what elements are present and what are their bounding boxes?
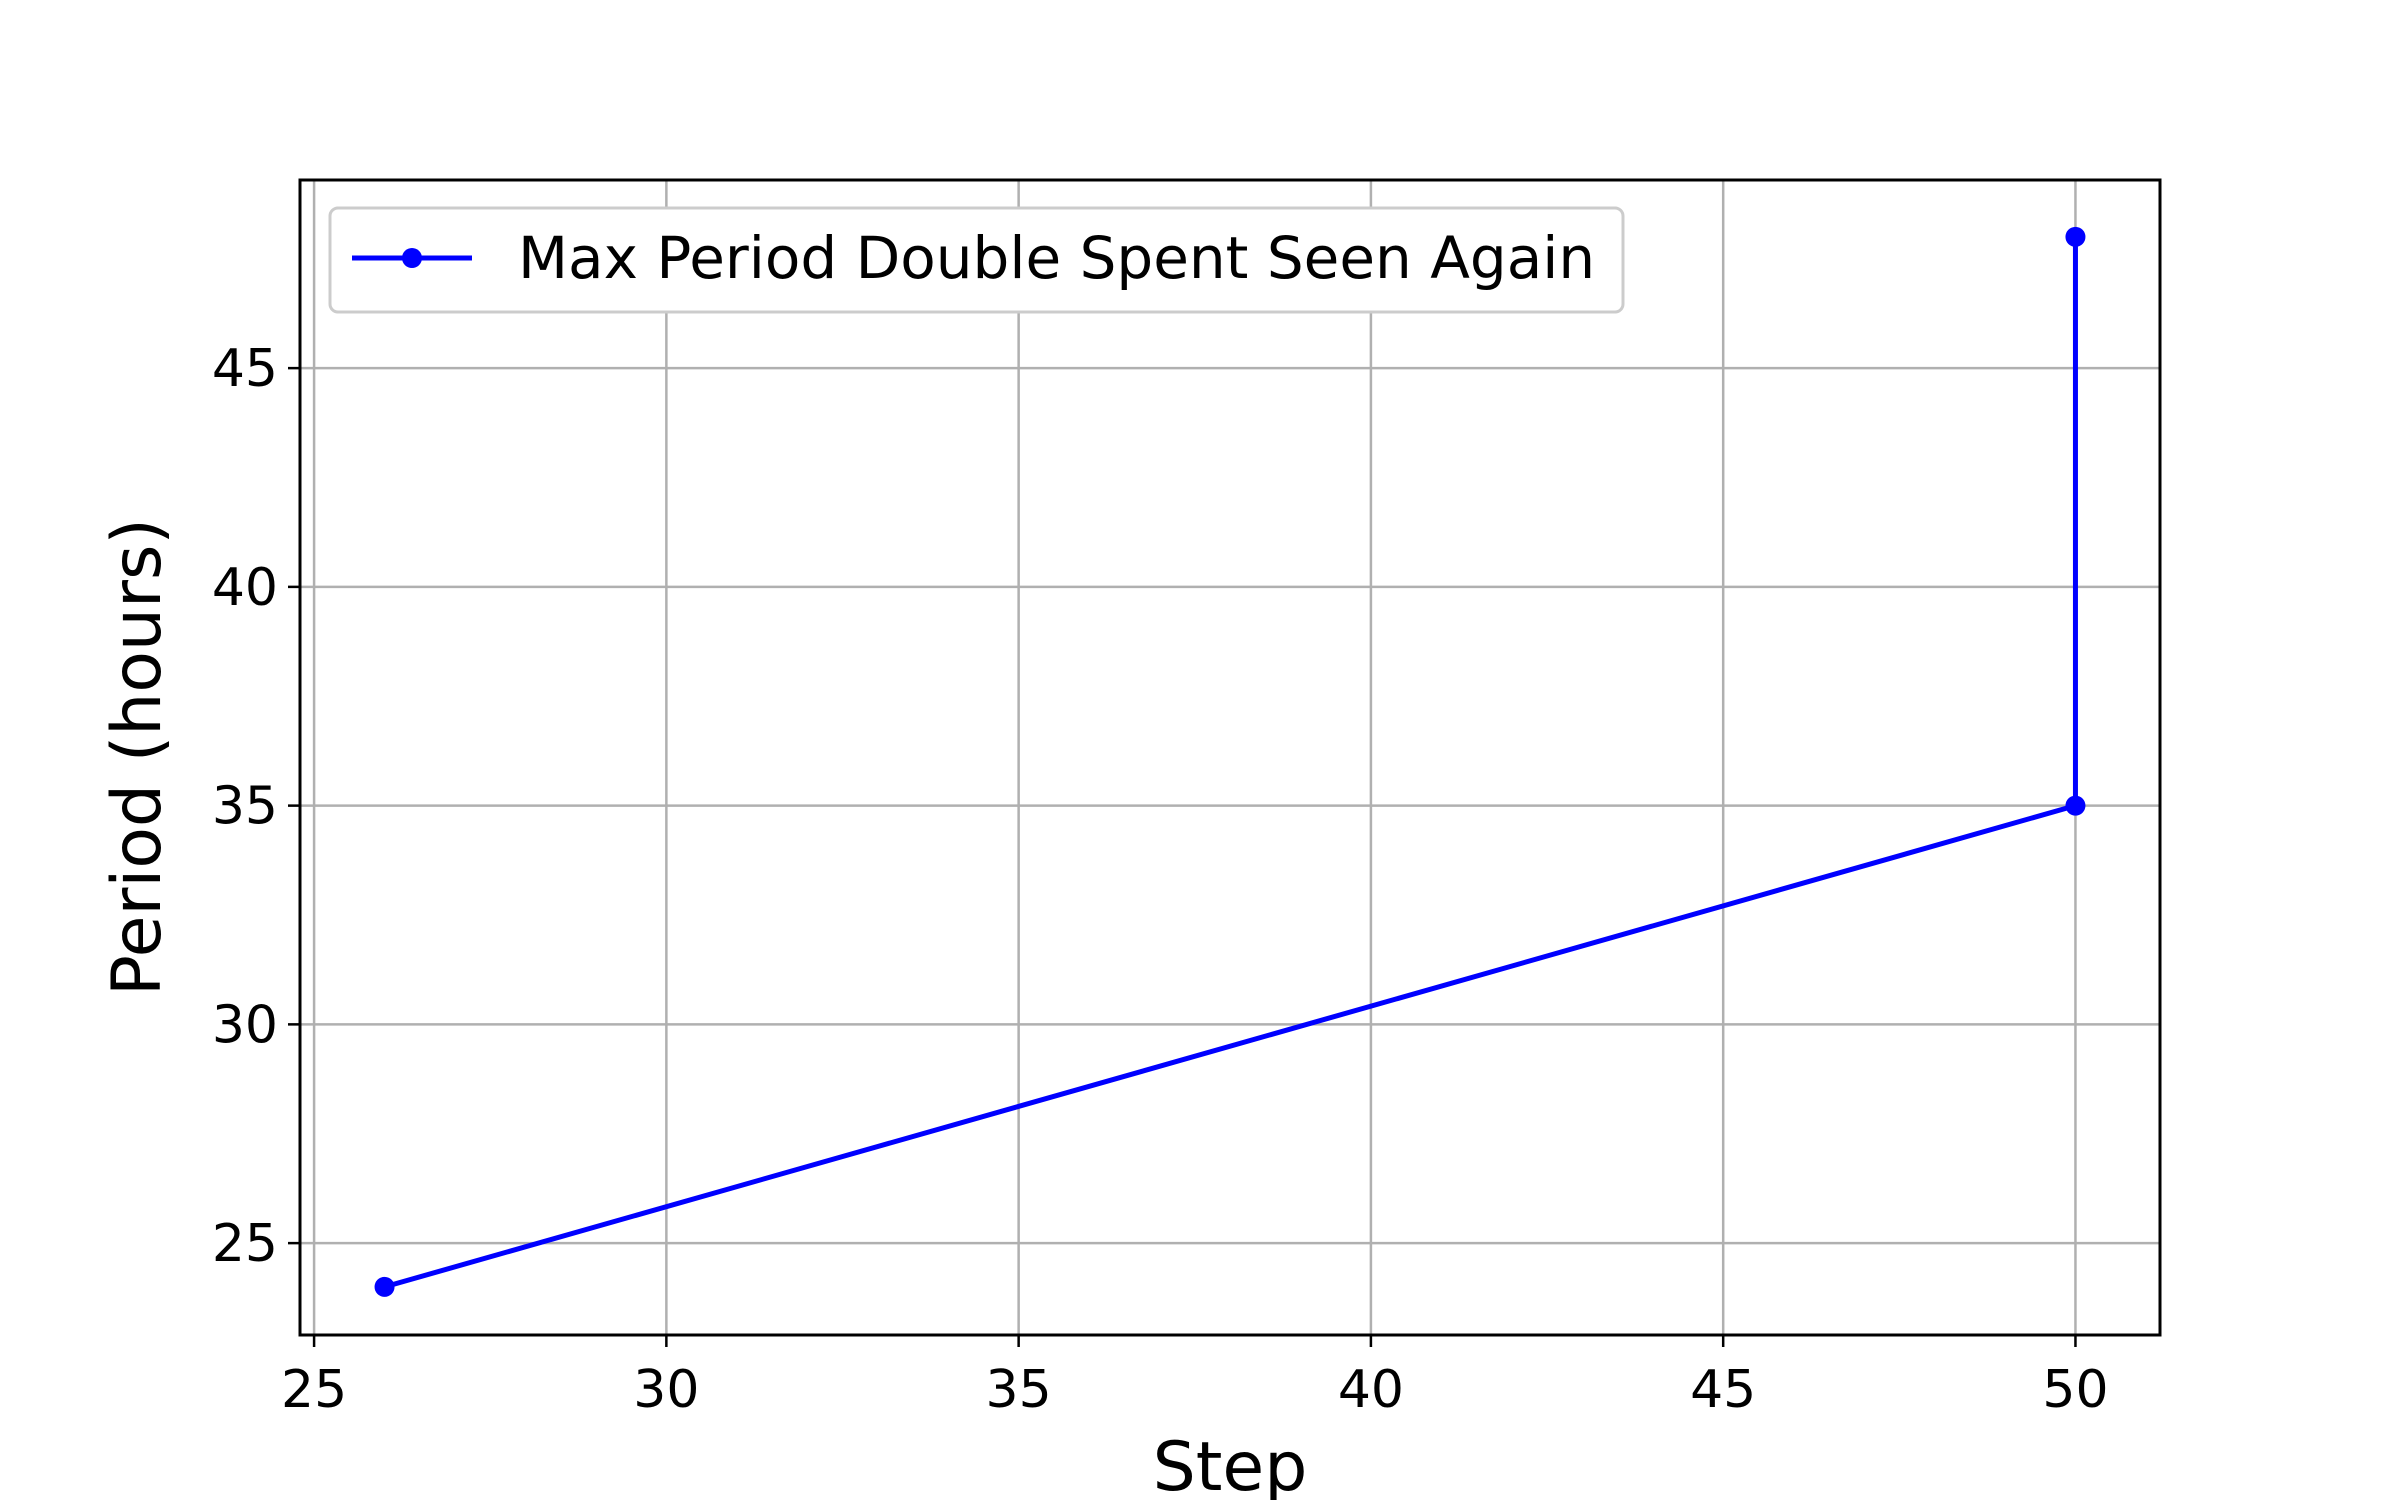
y-tick-label: 25 xyxy=(212,1214,278,1274)
x-tick-label: 25 xyxy=(281,1360,347,1420)
ticks: 25 30 35 40 45 50 25 30 35 40 45 xyxy=(212,339,2109,1420)
x-tick-label: 40 xyxy=(1338,1360,1404,1420)
legend-label: Max Period Double Spent Seen Again xyxy=(518,224,1595,292)
x-tick-label: 45 xyxy=(1690,1360,1756,1420)
series-layer xyxy=(374,226,2086,1297)
data-point xyxy=(374,1276,395,1297)
x-tick-label: 35 xyxy=(986,1360,1052,1420)
plot-frame xyxy=(298,178,2162,1337)
x-axis-label: Step xyxy=(1153,1428,1308,1500)
y-axis-label: Period (hours) xyxy=(98,518,177,996)
y-tick-label: 30 xyxy=(212,995,278,1055)
legend-marker xyxy=(402,248,422,268)
x-tick-label: 30 xyxy=(633,1360,699,1420)
y-tick-label: 45 xyxy=(212,339,278,399)
legend: Max Period Double Spent Seen Again xyxy=(328,206,1625,314)
data-point xyxy=(2065,795,2086,816)
y-tick-label: 35 xyxy=(212,777,278,837)
y-tick-label: 40 xyxy=(212,558,278,618)
legend-box xyxy=(328,206,1625,314)
x-tick-label: 50 xyxy=(2042,1360,2108,1420)
grid xyxy=(300,180,2160,1335)
data-point xyxy=(2065,226,2086,247)
series-line xyxy=(383,236,2078,1290)
